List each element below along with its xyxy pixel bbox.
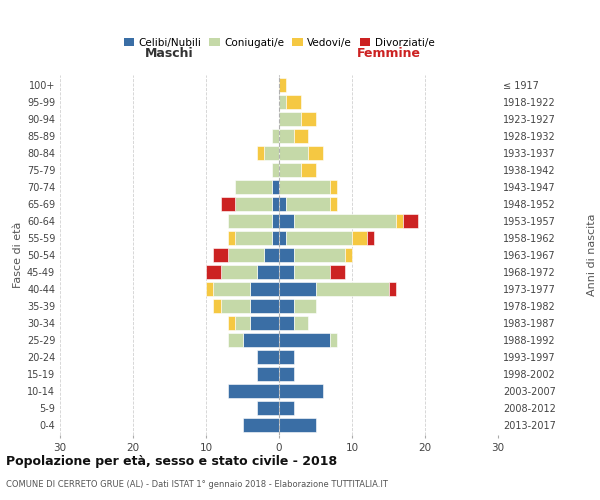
Bar xyxy=(293,265,330,279)
Bar xyxy=(316,282,389,296)
Bar xyxy=(330,333,337,346)
Bar xyxy=(286,198,330,211)
Bar xyxy=(279,367,293,380)
Bar xyxy=(228,214,272,228)
Bar xyxy=(206,282,214,296)
Bar xyxy=(279,265,293,279)
Bar xyxy=(367,231,374,245)
Bar xyxy=(257,146,265,160)
Bar xyxy=(389,282,396,296)
Bar xyxy=(228,384,279,398)
Bar xyxy=(250,282,279,296)
Bar xyxy=(257,367,279,380)
Bar xyxy=(279,418,316,432)
Bar xyxy=(228,231,235,245)
Bar xyxy=(228,316,235,330)
Bar xyxy=(279,198,286,211)
Bar xyxy=(293,316,308,330)
Bar xyxy=(293,130,308,143)
Bar xyxy=(279,96,286,109)
Bar xyxy=(228,248,265,262)
Bar xyxy=(279,299,293,312)
Bar xyxy=(242,333,279,346)
Bar xyxy=(279,248,293,262)
Bar xyxy=(279,180,330,194)
Bar xyxy=(214,248,228,262)
Bar xyxy=(235,316,250,330)
Bar xyxy=(279,112,301,126)
Text: Anni di nascita: Anni di nascita xyxy=(587,214,597,296)
Bar xyxy=(272,231,279,245)
Bar xyxy=(279,350,293,364)
Bar xyxy=(279,214,293,228)
Bar xyxy=(250,299,279,312)
Bar xyxy=(293,214,396,228)
Bar xyxy=(279,231,286,245)
Bar xyxy=(308,146,323,160)
Bar xyxy=(257,265,279,279)
Bar xyxy=(272,214,279,228)
Bar xyxy=(272,130,279,143)
Bar xyxy=(221,198,235,211)
Bar xyxy=(286,96,301,109)
Bar xyxy=(235,231,272,245)
Text: Maschi: Maschi xyxy=(145,47,194,60)
Bar xyxy=(279,78,286,92)
Bar xyxy=(235,180,272,194)
Bar xyxy=(279,164,301,177)
Bar xyxy=(293,248,345,262)
Text: Femmine: Femmine xyxy=(356,47,421,60)
Bar xyxy=(352,231,367,245)
Bar xyxy=(293,299,316,312)
Bar xyxy=(286,231,352,245)
Legend: Celibi/Nubili, Coniugati/e, Vedovi/e, Divorziati/e: Celibi/Nubili, Coniugati/e, Vedovi/e, Di… xyxy=(119,34,439,52)
Bar xyxy=(279,333,330,346)
Bar xyxy=(403,214,418,228)
Bar xyxy=(206,265,221,279)
Bar xyxy=(221,299,250,312)
Y-axis label: Fasce di età: Fasce di età xyxy=(13,222,23,288)
Text: COMUNE DI CERRETO GRUE (AL) - Dati ISTAT 1° gennaio 2018 - Elaborazione TUTTITAL: COMUNE DI CERRETO GRUE (AL) - Dati ISTAT… xyxy=(6,480,388,489)
Bar xyxy=(279,316,293,330)
Bar xyxy=(279,282,316,296)
Bar xyxy=(228,333,242,346)
Bar xyxy=(257,350,279,364)
Bar xyxy=(214,299,221,312)
Bar xyxy=(279,384,323,398)
Bar xyxy=(221,265,257,279)
Bar xyxy=(250,316,279,330)
Bar xyxy=(330,265,345,279)
Bar xyxy=(265,146,279,160)
Bar xyxy=(279,146,308,160)
Bar xyxy=(214,282,250,296)
Bar xyxy=(242,418,279,432)
Bar xyxy=(344,248,352,262)
Text: Popolazione per età, sesso e stato civile - 2018: Popolazione per età, sesso e stato civil… xyxy=(6,455,337,468)
Bar xyxy=(257,401,279,414)
Bar xyxy=(330,198,337,211)
Bar xyxy=(301,112,316,126)
Bar xyxy=(272,180,279,194)
Bar xyxy=(265,248,279,262)
Bar xyxy=(330,180,337,194)
Bar xyxy=(235,198,272,211)
Bar xyxy=(272,198,279,211)
Bar xyxy=(272,164,279,177)
Bar xyxy=(301,164,316,177)
Bar xyxy=(396,214,403,228)
Bar xyxy=(279,130,293,143)
Bar xyxy=(279,401,293,414)
